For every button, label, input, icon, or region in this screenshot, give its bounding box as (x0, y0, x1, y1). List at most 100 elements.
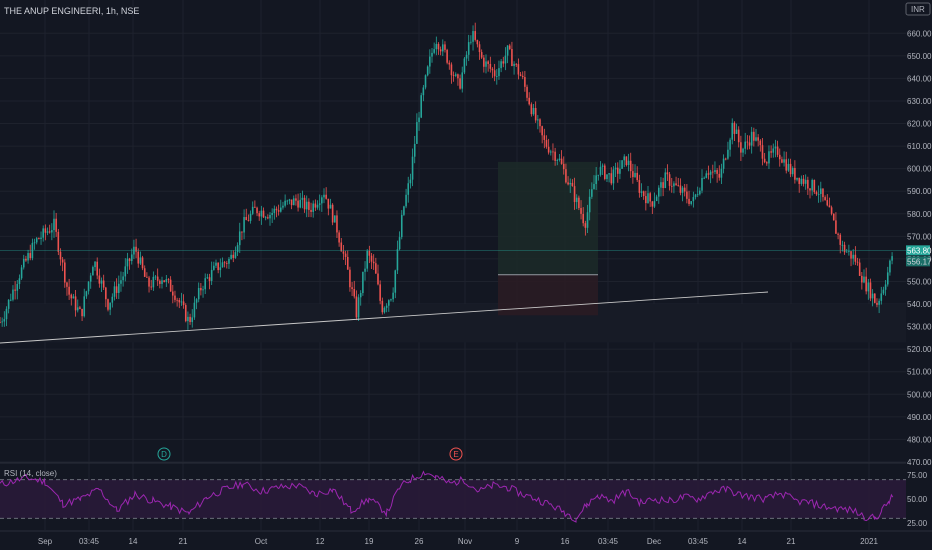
candle-body (286, 200, 289, 202)
candle-body (349, 269, 351, 288)
candle-body (29, 253, 32, 259)
candle-body (640, 191, 643, 193)
candle-body (14, 289, 16, 291)
price-tick-label: 470.00 (907, 458, 932, 467)
candle-body (7, 299, 10, 309)
candle-body (20, 267, 23, 279)
candle-body (653, 201, 656, 207)
candle-body (5, 308, 8, 320)
candle-body (858, 262, 861, 276)
rsi-tick-label: 25.00 (907, 519, 928, 528)
time-tick-label: 21 (787, 537, 796, 546)
candle-body (362, 271, 364, 293)
candle-body (277, 210, 280, 212)
candle-body (757, 137, 759, 141)
candle-body (610, 173, 613, 184)
candle-body (681, 187, 684, 193)
candle-body (126, 258, 129, 267)
candle-body (215, 262, 217, 266)
rsi-tick-label: 50.00 (907, 495, 928, 504)
candle-body (113, 286, 116, 297)
price-tick-label: 490.00 (907, 413, 932, 422)
candle-body (206, 277, 209, 279)
candle-body (314, 203, 317, 208)
candle-body (843, 244, 846, 253)
candle-body (727, 149, 729, 159)
last-price-tag[interactable]: 563.80 (906, 245, 932, 256)
candle-body (608, 173, 610, 175)
currency-badge[interactable]: INR (905, 2, 931, 16)
candle-body (550, 151, 552, 153)
candle-body (534, 107, 537, 121)
candle-body (809, 188, 811, 191)
candle-body (159, 280, 161, 284)
candle-body (552, 151, 554, 153)
candle-body (571, 182, 574, 187)
candle-body (770, 151, 772, 153)
candle-body (202, 289, 204, 291)
candle-body (699, 190, 701, 195)
event-marker-e[interactable]: E (449, 447, 463, 461)
candle-body (409, 179, 412, 184)
candle-body (470, 41, 472, 43)
candle-body (405, 194, 407, 207)
candle-body (733, 122, 736, 134)
candle-body (442, 44, 444, 52)
candle-body (18, 278, 21, 285)
candle-body (871, 293, 874, 299)
candle-body (832, 213, 835, 221)
candle-body (714, 170, 716, 172)
time-tick-label: Sep (38, 537, 53, 546)
candle-body (130, 254, 133, 262)
rsi-pane[interactable] (0, 470, 906, 523)
candle-body (390, 299, 392, 301)
candle-body (368, 250, 371, 256)
candle-body (55, 218, 57, 232)
candle-body (452, 75, 455, 77)
candle-body (493, 70, 496, 77)
price-tick-label: 500.00 (907, 390, 932, 399)
candle-body (627, 160, 630, 165)
candle-body (42, 228, 44, 238)
candle-body (139, 257, 142, 264)
candle-body (295, 198, 297, 201)
candle-body (578, 197, 580, 209)
candle-body (729, 139, 731, 150)
candle-body (342, 251, 345, 254)
candle-body (787, 163, 790, 171)
candle-body (731, 122, 734, 140)
event-circle (449, 447, 463, 461)
time-tick-label: 03:45 (79, 537, 100, 546)
candle-body (161, 280, 163, 284)
candle-body (876, 302, 878, 305)
candle-body (508, 45, 511, 49)
event-marker-d[interactable]: D (157, 447, 171, 461)
candle-body (783, 159, 785, 163)
price-tick-label: 630.00 (907, 97, 932, 106)
candle-body (569, 182, 572, 185)
candle-body (776, 146, 779, 155)
candle-body (89, 275, 92, 282)
candle-body (109, 302, 111, 310)
trendline[interactable] (0, 291, 769, 344)
candle-body (74, 296, 77, 311)
candle-body (696, 194, 699, 196)
secondary-price-tag[interactable]: 556.17 (906, 256, 932, 267)
candle-body (169, 279, 172, 292)
price-tick-label: 520.00 (907, 345, 932, 354)
candle-body (146, 276, 148, 278)
candle-body (824, 197, 826, 201)
candle-body (426, 66, 429, 76)
candle-body (560, 158, 563, 164)
candle-body (476, 39, 479, 45)
candle-body (424, 75, 427, 88)
candle-body (299, 199, 302, 208)
candle-body (673, 183, 675, 187)
candle-body (105, 287, 107, 300)
candle-body (595, 175, 597, 185)
candle-body (238, 231, 241, 246)
candle-body (1, 321, 3, 323)
candle-body (221, 262, 224, 268)
